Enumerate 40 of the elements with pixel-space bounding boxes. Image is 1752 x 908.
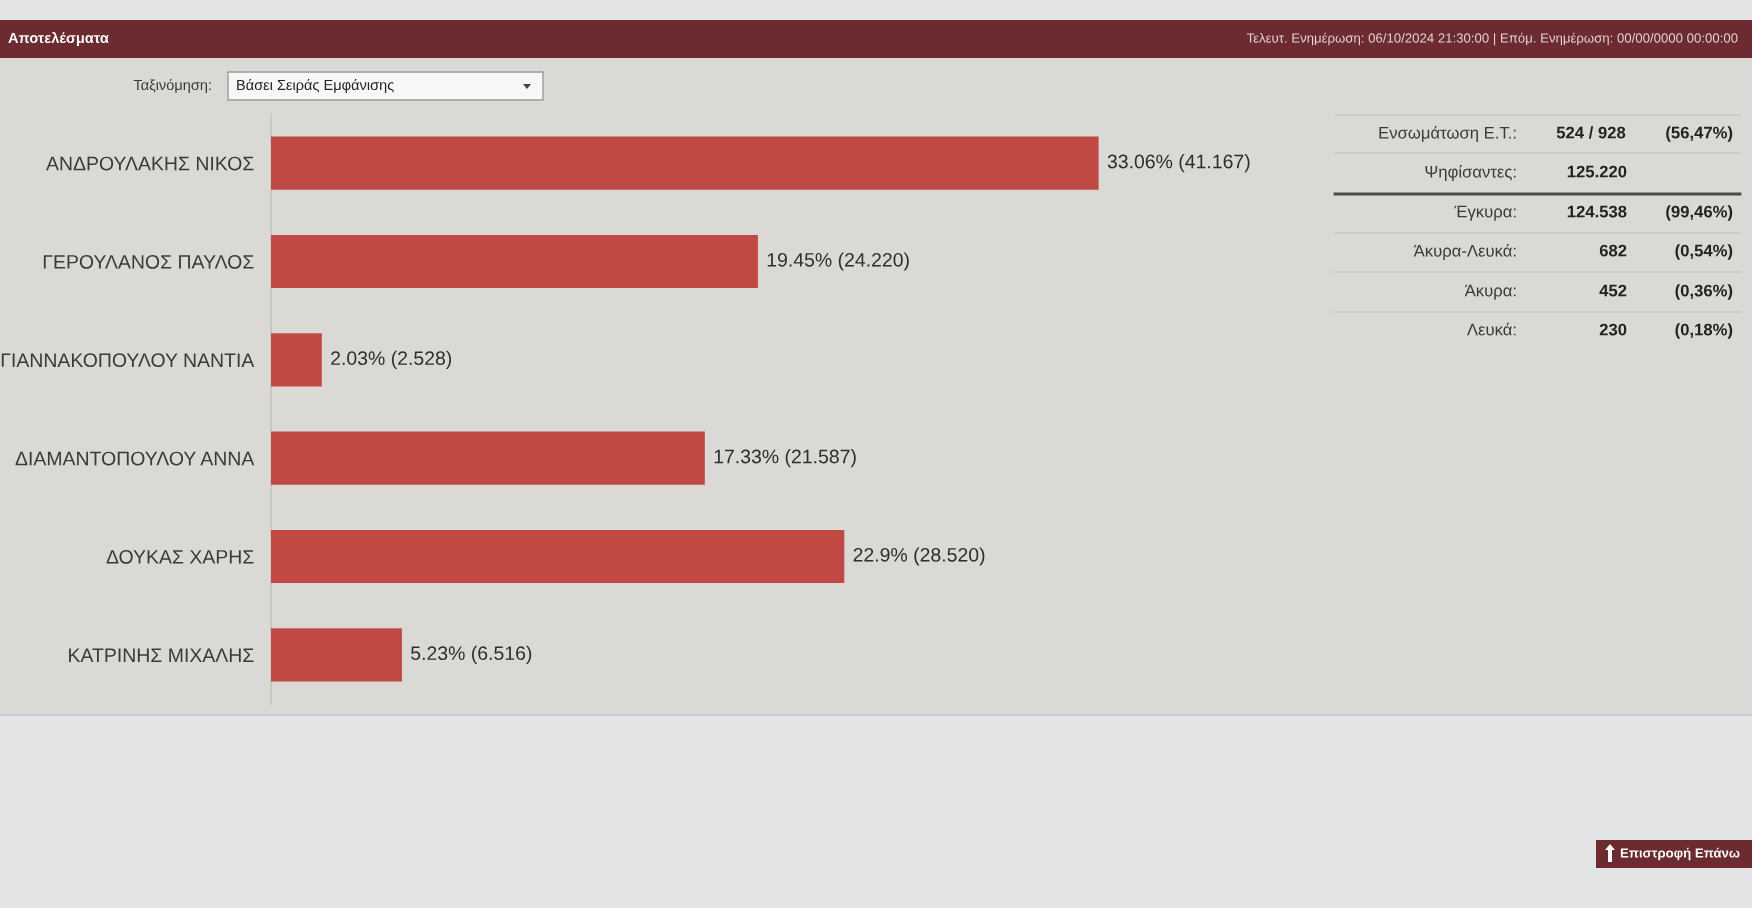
- text: (56,47%): [1666, 126, 1733, 142]
- data-label: 17.33% (21.587): [714, 449, 856, 468]
- bar: [271, 628, 402, 682]
- y-tick-label: ΔΙΑΜΑΝΤΟΠΟΥΛΟΥ ΑΝΝΑ: [15, 451, 255, 466]
- text: 230: [1599, 323, 1627, 336]
- bar: [271, 136, 1099, 190]
- text: Έγκυρα:: [1454, 205, 1516, 221]
- bar: [271, 234, 758, 289]
- text: Τελευτ. Ενημέρωση: 06/10/2024 21:30:00 | Επόμ. Ενημέρωση: 00/00/0000 00:00:00: [1246, 32, 1738, 46]
- text: Βάσει Σειράς Εμφάνισης: [237, 78, 394, 94]
- text: 125.220: [1567, 165, 1627, 178]
- text: Άκυρα-Λευκά:: [1413, 243, 1516, 261]
- y-tick-label: ΓΙΑΝΝΑΚΟΠΟΥΛΟΥ ΝΑΝΤΙΑ: [1, 353, 255, 368]
- text: 682: [1599, 244, 1627, 257]
- text: (0,36%): [1675, 284, 1733, 300]
- data-label: 33.06% (41.167): [1107, 154, 1250, 173]
- data-label: 22.9% (28.520): [853, 547, 985, 566]
- text: (0,18%): [1675, 323, 1733, 339]
- data-label: 5.23% (6.516): [411, 645, 532, 664]
- text: Άκυρα:: [1464, 284, 1516, 300]
- bar: [271, 333, 322, 387]
- bar: [271, 529, 845, 584]
- text: Ψηφίσαντες:: [1425, 164, 1516, 182]
- text: Λευκά:: [1467, 322, 1516, 336]
- text: 124.538: [1567, 205, 1627, 218]
- data-label: 19.45% (24.220): [767, 252, 909, 271]
- y-tick-label: ΚΑΤΡΙΝΗΣ ΜΙΧΑΛΗΣ: [69, 648, 254, 662]
- data-label: 2.03% (2.528): [331, 350, 452, 369]
- text: 452: [1599, 284, 1627, 297]
- text: Αποτελέσματα: [8, 31, 109, 46]
- text: Επιστροφή Επάνω: [1620, 847, 1740, 861]
- bar: [271, 431, 705, 485]
- y-tick-label: ΑΝΔΡΟΥΛΑΚΗΣ ΝΙΚΟΣ: [46, 156, 254, 171]
- text: Ενσωμάτωση Ε.Τ.:: [1379, 125, 1516, 142]
- text: (99,46%): [1666, 205, 1733, 221]
- y-tick-label: ΔΟΥΚΑΣ ΧΑΡΗΣ: [106, 549, 254, 564]
- text: (0,54%): [1675, 244, 1733, 260]
- y-tick-label: ΓΕΡΟΥΛΑΝΟΣ ΠΑΥΛΟΣ: [43, 254, 254, 269]
- text: Ταξινόμηση:: [133, 78, 211, 93]
- text: 524 / 928: [1556, 126, 1626, 139]
